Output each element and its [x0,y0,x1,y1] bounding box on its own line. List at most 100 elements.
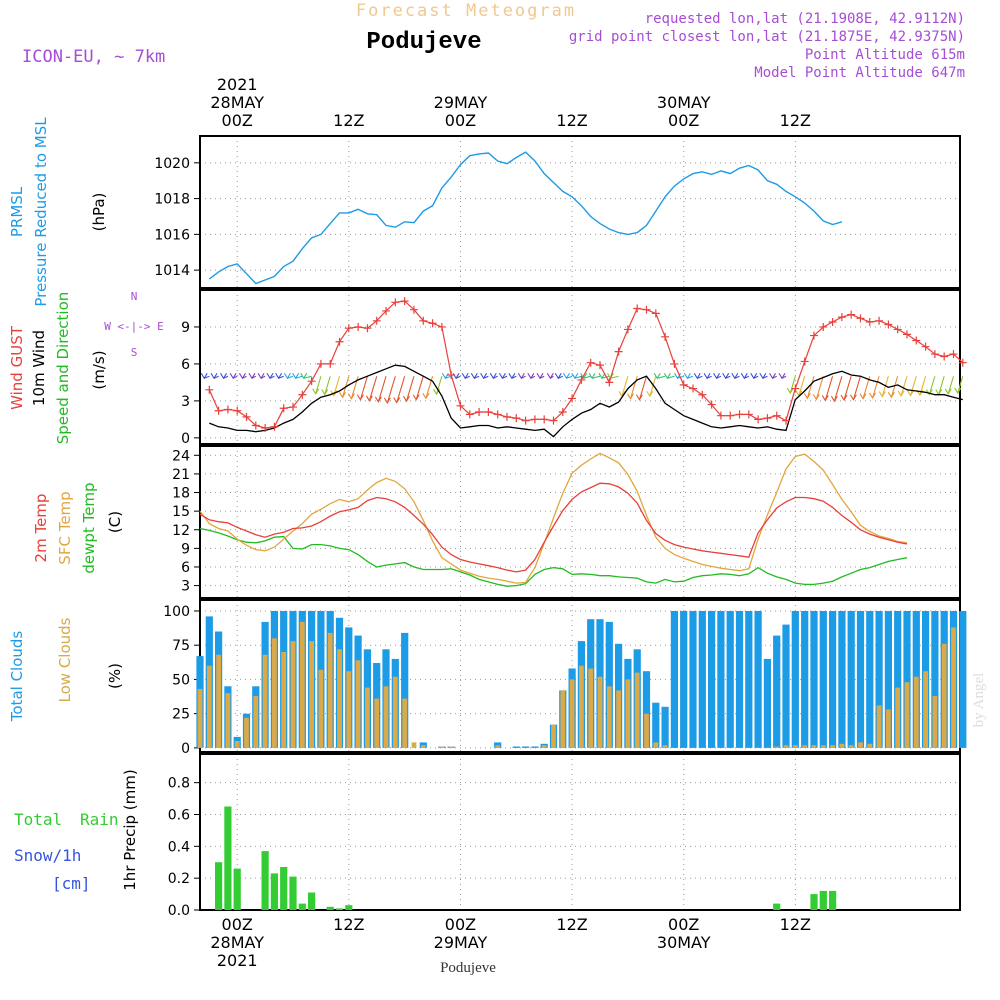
gust-point [558,407,567,416]
gust-point [596,361,604,370]
low-cloud-bar [579,665,584,748]
total-cloud-bar [680,611,688,748]
wind-arrow-head [300,372,308,380]
wind-arrow-head [887,392,895,399]
low-cloud-bar [951,627,956,748]
low-cloud-bar [337,649,342,748]
total-cloud-bar [494,742,502,748]
wind-arrow [806,376,815,399]
low-cloud-bar [913,676,919,748]
wind-arrow [359,376,368,400]
gust-point [847,310,856,319]
wind-arrow-head [840,394,848,402]
y-tick-label: 9 [181,541,190,557]
low-cloud-bar [634,672,640,748]
gust-point [326,359,335,368]
wind-arrow-head [935,389,943,396]
wind-arrow [324,376,331,395]
y-tick-label: 0 [181,431,190,447]
wind-arrow-head [759,372,767,380]
total-cloud-bar [838,611,846,748]
wind-arrow-head [849,394,857,401]
gust-point [214,406,223,415]
y-tick-label: 12 [172,523,190,539]
wind-arrow [315,376,322,394]
precip-bar [233,868,241,910]
footer-location: Podujeve [440,960,496,976]
gust-point [428,319,437,328]
low-cloud-bar [848,745,854,748]
wind-arrow [789,376,796,394]
low-cloud-bar [309,641,314,748]
wind-arrow [815,376,824,400]
wind-arrow-head [740,372,748,380]
low-cloud-bar [625,679,631,748]
total-cloud-bar [735,611,744,748]
wind-arrow [629,376,638,399]
gust-point [242,412,251,421]
wind-arrow-head [598,372,606,380]
wind-arrow-head [527,372,535,380]
series-10m-wind-line [209,364,963,438]
y-tick-label: 1014 [154,263,190,279]
total-cloud-bar [689,611,697,748]
low-cloud-bar [383,686,389,748]
low-cloud-bar [197,689,203,748]
wind-arrow-head [907,390,914,397]
gust-point [484,407,493,416]
wind-arrow-head [498,372,506,380]
precip-bar [326,906,334,910]
x-tick-label-top: 30MAY [657,93,711,112]
precip-bar [261,851,269,910]
gust-point [865,318,874,327]
gust-point [335,337,344,346]
total-cloud-bar [847,611,855,748]
gust-point [372,316,381,325]
wind-arrow-head [627,393,634,400]
x-tick-label-top: 12Z [333,111,364,130]
total-cloud-bar [661,706,669,748]
ylabel-10m-wind: 10m Wind [30,330,48,406]
wind-arrow-head [812,394,820,401]
total-cloud-bar [605,621,613,748]
gust-point [391,298,400,307]
precip-bar [345,905,353,910]
wind-arrow-head [200,372,208,380]
gust-point [475,407,484,416]
wind-arrow-head [546,372,554,380]
gust-point [884,320,893,329]
wind-arrow-head [347,393,355,400]
wind-arrow [621,376,629,397]
total-cloud-bar [726,611,734,748]
precip-bar [335,908,344,910]
model-point-altitude: Model Point Altitude 647m [754,65,965,81]
low-cloud-bar [560,690,566,748]
gust-point [577,375,586,384]
wind-arrow [938,376,945,395]
x-tick-label-top: 00Z [668,111,699,130]
total-cloud-bar [782,624,790,748]
low-cloud-bar [858,742,863,748]
gust-point [521,416,530,425]
x-tick-label-bottom: 00Z [222,915,253,934]
total-cloud-bar [531,746,539,748]
wind-arrow-head [786,387,794,395]
legend-rain: Rain [80,810,119,829]
compass-s: S [131,346,138,359]
total-cloud-bar [717,611,725,748]
low-cloud-bar [876,705,882,748]
gust-point [754,415,763,424]
total-cloud-bar [884,611,892,748]
gust-point [670,359,679,368]
total-cloud-bar [419,742,427,748]
ylabel-low-clouds: Low Clouds [56,617,74,702]
total-cloud-bar [829,611,837,748]
gust-point [809,331,818,340]
y-tick-label: 0.4 [168,839,190,855]
wind-arrow [824,376,834,401]
wind-arrow-head [229,372,237,380]
wind-arrow [957,376,964,394]
wind-arrow-head [266,372,274,380]
gust-point [605,378,614,387]
